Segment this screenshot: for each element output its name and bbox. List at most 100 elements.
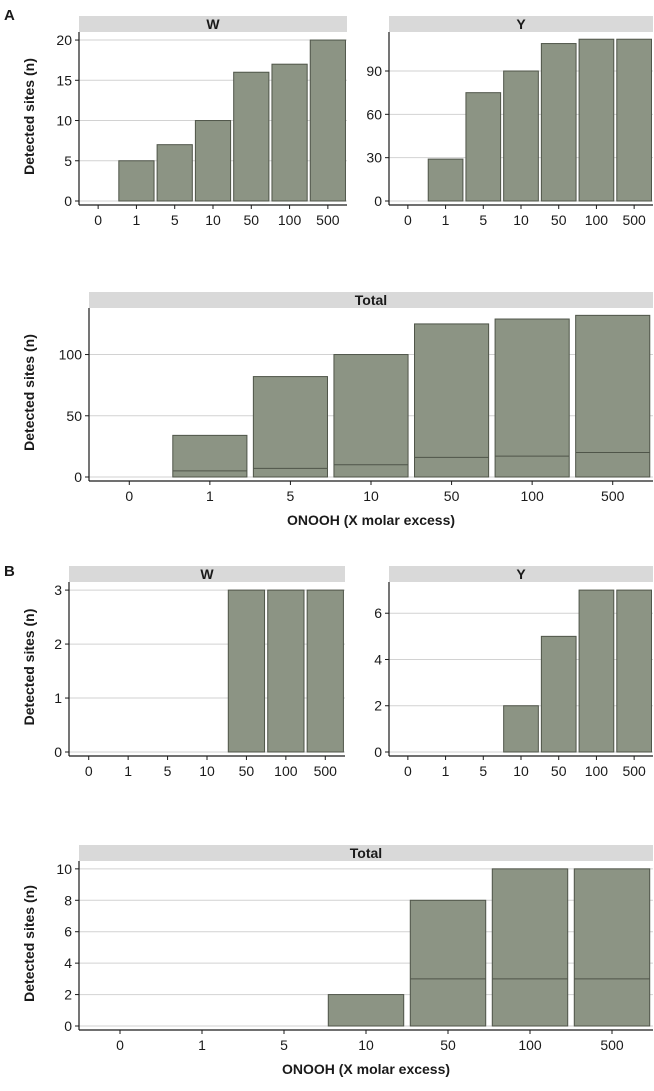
panel-letter-a: A bbox=[4, 7, 15, 24]
chart-b-w-y-tick-label: 2 bbox=[54, 636, 62, 652]
chart-a-y-x-tick-label: 1 bbox=[442, 212, 450, 228]
chart-a-w-x-tick-label: 500 bbox=[316, 212, 340, 228]
chart-b-total-x-tick-label: 0 bbox=[116, 1037, 124, 1053]
chart-a-w-bar-100 bbox=[271, 63, 308, 202]
panel-letter-b: B bbox=[4, 563, 15, 580]
chart-a-y-x-tick-label: 500 bbox=[622, 212, 646, 228]
chart-a-y-bar-10 bbox=[503, 70, 539, 202]
chart-a-total-x-tick-label: 500 bbox=[601, 488, 625, 504]
chart-a-total-bar-50 bbox=[414, 323, 490, 478]
chart-a-w-strip bbox=[79, 16, 347, 32]
chart-a-w-x-tick-label: 100 bbox=[278, 212, 302, 228]
chart-a-y-strip-label: Y bbox=[516, 16, 526, 32]
chart-b-total-y-tick-label: 10 bbox=[56, 861, 72, 877]
chart-a-total-bar-1 bbox=[172, 434, 248, 478]
chart-a-y-y-tick-label: 90 bbox=[366, 63, 382, 79]
chart-a-y-x-tick-label: 50 bbox=[551, 212, 567, 228]
chart-b-total-y-tick-label: 6 bbox=[64, 924, 72, 940]
chart-b-y-x-tick-label: 10 bbox=[513, 763, 529, 779]
chart-b-total-y-tick-label: 8 bbox=[64, 892, 72, 908]
chart-b-w-x-tick-label: 500 bbox=[314, 763, 338, 779]
chart-a-w-bar-5 bbox=[156, 144, 193, 202]
chart-b-w-strip bbox=[69, 566, 345, 582]
chart-a-total-y-axis-label: Detected sites (n) bbox=[21, 334, 37, 451]
chart-b-total-y-tick-label: 4 bbox=[64, 955, 72, 971]
chart-b-y-bar-10 bbox=[503, 705, 539, 753]
chart-b-total-bar-500 bbox=[573, 868, 651, 1027]
chart-b-y-y-tick-label: 0 bbox=[374, 744, 382, 760]
chart-b-y-y-tick-label: 6 bbox=[374, 605, 382, 621]
chart-b-total-y-tick-label: 0 bbox=[64, 1018, 72, 1034]
chart-b-y-y-tick-label: 4 bbox=[374, 651, 382, 667]
chart-a-total-y-tick-label: 50 bbox=[66, 408, 82, 424]
chart-b-w-bar-500 bbox=[306, 589, 344, 753]
chart-b-total-x-tick-label: 10 bbox=[358, 1037, 374, 1053]
chart-a-w-strip-label: W bbox=[206, 16, 220, 32]
chart-a-w-x-tick-label: 10 bbox=[205, 212, 221, 228]
chart-a-w-x-tick-label: 1 bbox=[133, 212, 141, 228]
chart-b-total-bar-10 bbox=[327, 994, 405, 1027]
chart-a-w-bar-50 bbox=[233, 71, 270, 202]
chart-a-total-x-tick-label: 5 bbox=[287, 488, 295, 504]
chart-a-y-y-tick-label: 60 bbox=[366, 106, 382, 122]
chart-b-total-bar-50 bbox=[409, 899, 487, 1027]
chart-b-w-y-tick-label: 1 bbox=[54, 690, 62, 706]
chart-b-w-x-tick-label: 1 bbox=[124, 763, 132, 779]
chart-a-y-x-tick-label: 0 bbox=[404, 212, 412, 228]
chart-a-total-x-tick-label: 10 bbox=[363, 488, 379, 504]
chart-a-total-y-tick-label: 100 bbox=[59, 347, 83, 363]
chart-a-y-x-tick-label: 100 bbox=[585, 212, 609, 228]
chart-a-y-strip bbox=[389, 16, 653, 32]
chart-b-y-x-tick-label: 5 bbox=[479, 763, 487, 779]
chart-a-y-bar-1 bbox=[427, 158, 464, 202]
chart-b-y-x-tick-label: 0 bbox=[404, 763, 412, 779]
chart-b-total-strip-label: Total bbox=[350, 845, 382, 861]
chart-a-total-bar-500 bbox=[575, 314, 651, 478]
chart-b-y-x-tick-label: 500 bbox=[622, 763, 646, 779]
chart-b-total-x-tick-label: 500 bbox=[600, 1037, 624, 1053]
chart-a-y-bar-500 bbox=[616, 38, 652, 202]
chart-a-w-bar-10 bbox=[194, 120, 232, 202]
chart-a-w-bar-1 bbox=[118, 160, 155, 202]
chart-a-w-y-tick-label: 20 bbox=[56, 32, 72, 48]
chart-a-w-x-tick-label: 5 bbox=[171, 212, 179, 228]
chart-b-w-x-tick-label: 100 bbox=[274, 763, 298, 779]
chart-a-y-bar-5 bbox=[465, 92, 502, 202]
chart-b-y: Y 0 2 4 6 0 1 5 10 50 100 500 bbox=[374, 566, 653, 779]
chart-a-w-bar-500 bbox=[309, 39, 346, 202]
chart-a-total-x-tick-label: 100 bbox=[520, 488, 544, 504]
chart-a-total-strip-label: Total bbox=[355, 292, 387, 308]
chart-a-y-y-tick-label: 0 bbox=[374, 193, 382, 209]
chart-a-y-y-tick-label: 30 bbox=[366, 150, 382, 166]
chart-b-total-x-tick-label: 5 bbox=[280, 1037, 288, 1053]
chart-b-w-x-tick-label: 5 bbox=[164, 763, 172, 779]
chart-b-w: W 0 1 2 3 0 1 5 10 50 100 500 Detected sites (n) bbox=[21, 566, 345, 779]
chart-a-total-strip bbox=[89, 292, 653, 308]
chart-b-w-y-axis-label: Detected sites (n) bbox=[21, 609, 37, 726]
chart-b-y-strip bbox=[389, 566, 653, 582]
chart-a-y: Y 0 30 60 90 0 1 5 10 50 100 500 bbox=[366, 16, 653, 228]
chart-b-y-strip-label: Y bbox=[516, 566, 526, 582]
chart-a-y-bar-100 bbox=[578, 38, 615, 202]
chart-a-y-x-tick-label: 10 bbox=[513, 212, 529, 228]
chart-b-total-x-tick-label: 1 bbox=[198, 1037, 206, 1053]
chart-b-total-x-tick-label: 100 bbox=[518, 1037, 542, 1053]
chart-b-y-bar-100 bbox=[578, 589, 615, 753]
chart-b-y-y-tick-label: 2 bbox=[374, 698, 382, 714]
chart-a-w-x-tick-label: 50 bbox=[243, 212, 259, 228]
chart-a-total: Total 0 50 100 0 1 5 10 50 100 500 Detected sites (… bbox=[21, 292, 653, 528]
chart-b-w-bar-100 bbox=[267, 589, 305, 753]
chart-b-w-x-tick-label: 50 bbox=[239, 763, 255, 779]
chart-b-w-strip-label: W bbox=[200, 566, 214, 582]
chart-b-total-x-tick-label: 50 bbox=[440, 1037, 456, 1053]
chart-a-total-bar-5 bbox=[252, 376, 328, 478]
chart-a-w-x-tick-label: 0 bbox=[94, 212, 102, 228]
chart-a-total-bar-100 bbox=[494, 318, 570, 478]
chart-b-total-bar-100 bbox=[491, 868, 569, 1027]
chart-b-total-strip bbox=[79, 845, 653, 861]
chart-a-total-y-tick-label: 0 bbox=[74, 469, 82, 485]
